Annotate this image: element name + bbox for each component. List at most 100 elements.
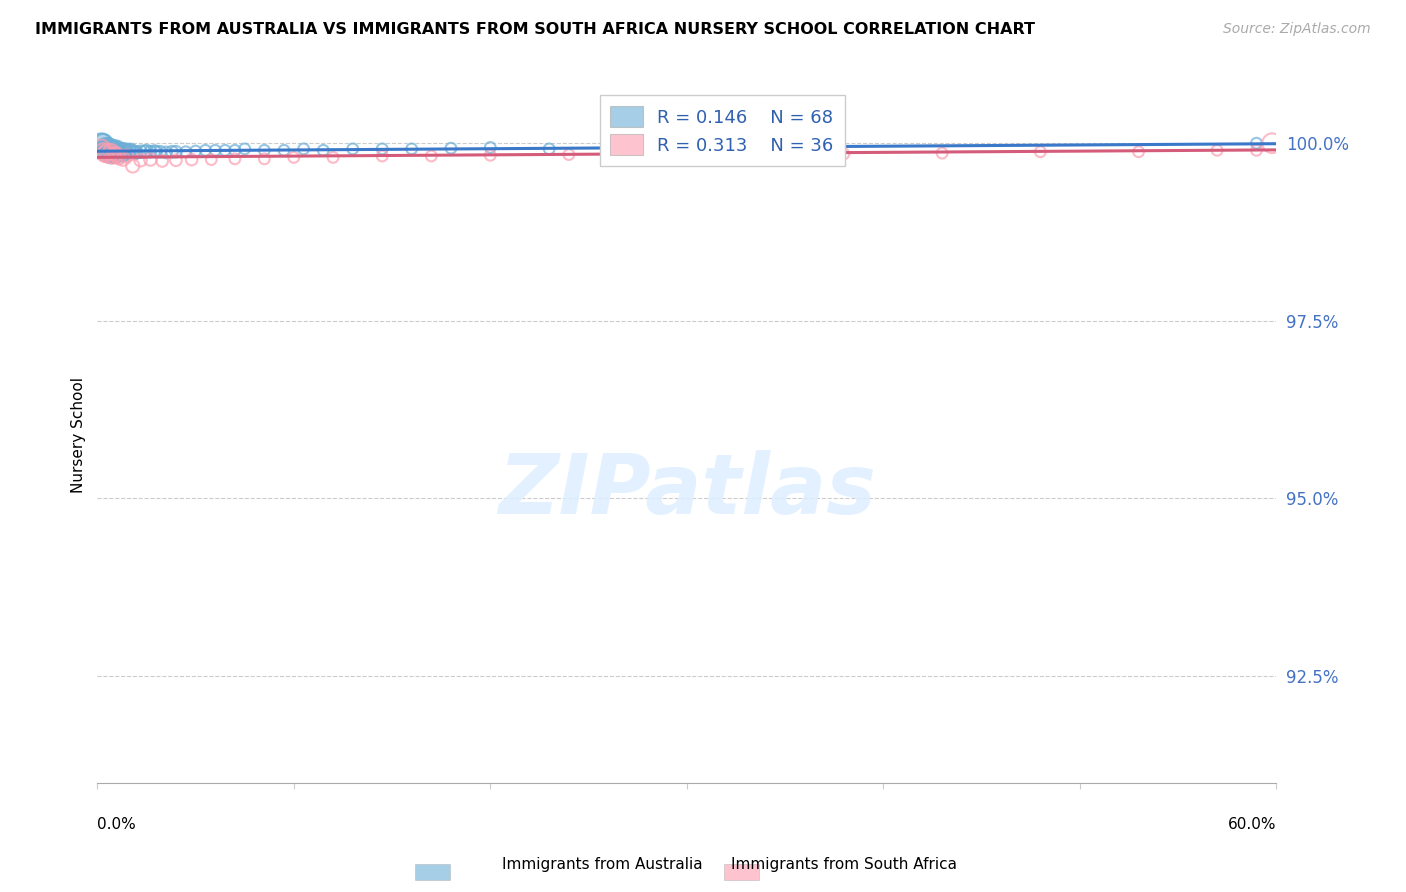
Point — [91, 136, 114, 151]
Point — [124, 145, 146, 160]
Point — [96, 140, 118, 154]
Point — [98, 146, 121, 161]
Point — [200, 153, 222, 167]
Point — [401, 142, 423, 156]
Point — [371, 149, 394, 163]
Point — [636, 147, 658, 161]
Point — [94, 146, 117, 161]
Point — [96, 146, 118, 161]
Point — [94, 140, 117, 154]
Point — [111, 144, 134, 158]
Point — [160, 145, 183, 159]
Point — [96, 145, 118, 159]
Point — [111, 152, 134, 166]
Point — [90, 136, 112, 151]
Point — [96, 146, 118, 161]
Point — [104, 148, 127, 162]
Point — [165, 145, 187, 159]
Point — [114, 144, 136, 158]
Point — [100, 144, 122, 158]
Point — [94, 146, 117, 161]
Point — [233, 142, 256, 156]
Text: Source: ZipAtlas.com: Source: ZipAtlas.com — [1223, 22, 1371, 37]
Point — [100, 141, 122, 155]
Point — [105, 145, 128, 159]
Point — [101, 148, 124, 162]
Point — [98, 144, 121, 158]
Point — [94, 140, 117, 154]
Point — [101, 148, 124, 162]
Point — [104, 145, 127, 160]
Point — [110, 144, 132, 158]
Point — [91, 136, 114, 151]
Point — [104, 146, 127, 161]
Point — [100, 141, 122, 155]
Point — [558, 147, 581, 161]
Point — [145, 145, 167, 159]
Point — [1261, 136, 1284, 151]
Point — [214, 144, 236, 158]
Point — [1128, 145, 1150, 159]
Point — [120, 144, 142, 158]
Point — [98, 144, 121, 158]
Point — [224, 152, 246, 166]
Point — [94, 142, 117, 156]
Point — [101, 145, 124, 159]
Point — [100, 149, 122, 163]
Point — [734, 146, 756, 161]
Point — [165, 153, 187, 168]
Point — [155, 145, 177, 160]
Text: 60.0%: 60.0% — [1227, 817, 1277, 832]
Point — [100, 149, 122, 163]
Point — [125, 145, 148, 160]
Point — [108, 150, 131, 164]
Point — [104, 142, 127, 156]
Point — [108, 144, 131, 158]
Point — [371, 142, 394, 156]
Point — [420, 149, 443, 163]
Point — [111, 147, 134, 161]
Point — [108, 150, 131, 164]
Point — [1246, 136, 1268, 151]
Point — [90, 142, 112, 156]
Point — [98, 148, 121, 162]
Point — [104, 145, 127, 160]
Point — [194, 144, 217, 158]
Point — [773, 140, 796, 154]
Point — [101, 149, 124, 163]
Point — [598, 141, 620, 155]
Point — [90, 142, 112, 156]
Point — [440, 141, 463, 155]
Point — [129, 145, 152, 159]
Point — [538, 142, 561, 156]
Point — [224, 144, 246, 158]
Text: 0.0%: 0.0% — [97, 817, 136, 832]
Point — [150, 153, 173, 168]
Point — [479, 148, 502, 162]
Point — [100, 145, 122, 159]
Point — [322, 150, 344, 164]
Point — [104, 142, 127, 156]
Point — [91, 145, 114, 159]
Point — [118, 144, 141, 158]
Point — [110, 146, 132, 161]
Point — [312, 144, 335, 158]
Point — [253, 144, 276, 158]
Point — [135, 144, 157, 158]
Legend: R = 0.146    N = 68, R = 0.313    N = 36: R = 0.146 N = 68, R = 0.313 N = 36 — [599, 95, 845, 166]
Point — [96, 144, 118, 158]
Point — [115, 145, 138, 159]
Point — [91, 145, 114, 159]
Point — [108, 146, 131, 161]
Point — [114, 146, 136, 161]
Point — [90, 136, 112, 151]
Point — [100, 145, 122, 160]
Point — [149, 145, 172, 159]
Point — [101, 141, 124, 155]
Point — [675, 141, 697, 155]
Point — [121, 159, 143, 173]
Point — [101, 145, 124, 159]
Point — [832, 146, 855, 161]
Point — [479, 140, 502, 154]
Point — [143, 144, 166, 158]
